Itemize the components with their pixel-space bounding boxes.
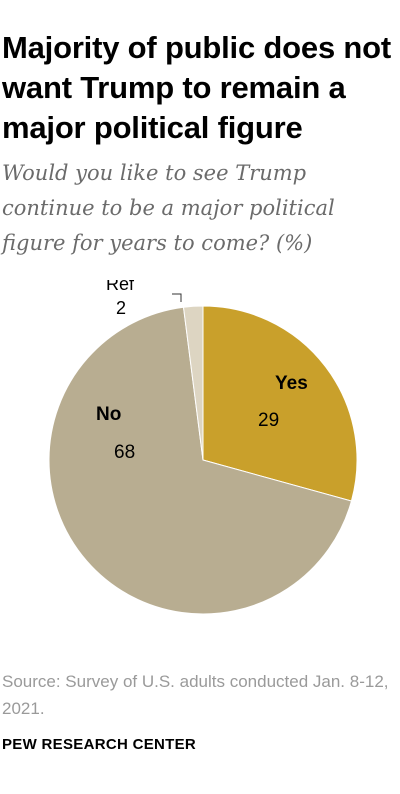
pie-labels: Yes 29 No 68 Ref 2 [96,280,308,463]
pie-slice-ref [182,305,204,461]
chart-subtitle: Would you like to see Trump continue to … [2,161,335,255]
ref-leader-line [172,293,182,302]
source-note: Source: Survey of U.S. adults conducted … [2,672,389,718]
slice-value-yes: 29 [258,410,279,431]
slice-label-yes: Yes [275,373,308,394]
slice-label-ref: Ref [106,280,135,294]
chart-title: Majority of public does not want Trump t… [2,30,391,145]
slice-value-ref: 2 [116,298,126,318]
pie-chart: Yes 29 No 68 Ref 2 [48,280,358,615]
slice-value-no: 68 [114,442,135,463]
brand-logo-text: PEW RESEARCH CENTER [2,736,197,753]
pie-slice-yes [202,305,358,502]
pie-slices [48,305,358,615]
pie-slice-no [48,306,353,615]
slice-label-no: No [96,404,121,425]
